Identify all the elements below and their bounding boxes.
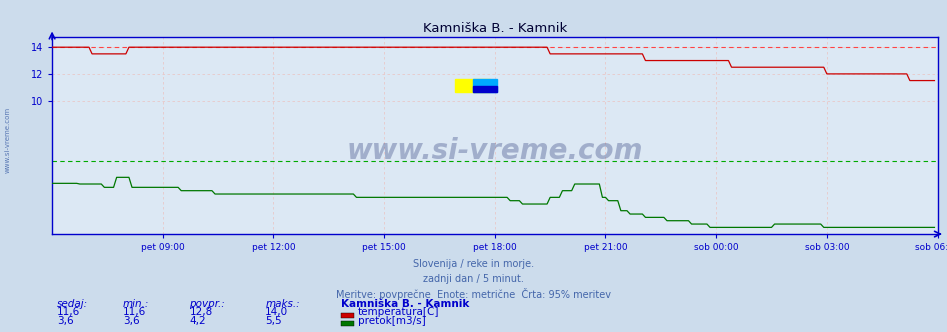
Bar: [473, 79, 497, 92]
Text: sedaj:: sedaj:: [57, 299, 88, 309]
Text: 12,8: 12,8: [189, 307, 213, 317]
Text: www.si-vreme.com: www.si-vreme.com: [347, 137, 643, 165]
Text: 14,0: 14,0: [265, 307, 288, 317]
Text: 11,6: 11,6: [57, 307, 80, 317]
Text: min.:: min.:: [123, 299, 150, 309]
Text: 11,6: 11,6: [123, 307, 147, 317]
Text: 5,5: 5,5: [265, 316, 282, 326]
Text: maks.:: maks.:: [265, 299, 300, 309]
Text: pretok[m3/s]: pretok[m3/s]: [358, 316, 426, 326]
Text: temperatura[C]: temperatura[C]: [358, 307, 439, 317]
Text: Meritve: povprečne  Enote: metrične  Črta: 95% meritev: Meritve: povprečne Enote: metrične Črta:…: [336, 288, 611, 300]
Text: 4,2: 4,2: [189, 316, 206, 326]
Text: zadnji dan / 5 minut.: zadnji dan / 5 minut.: [423, 274, 524, 284]
Title: Kamniška B. - Kamnik: Kamniška B. - Kamnik: [422, 22, 567, 35]
Text: 3,6: 3,6: [123, 316, 140, 326]
Text: Slovenija / reke in morje.: Slovenija / reke in morje.: [413, 259, 534, 269]
Text: Kamniška B. - Kamnik: Kamniška B. - Kamnik: [341, 299, 470, 309]
Text: www.si-vreme.com: www.si-vreme.com: [5, 106, 10, 173]
Text: 3,6: 3,6: [57, 316, 74, 326]
Text: povpr.:: povpr.:: [189, 299, 225, 309]
Bar: [455, 79, 491, 92]
Bar: [473, 86, 497, 92]
